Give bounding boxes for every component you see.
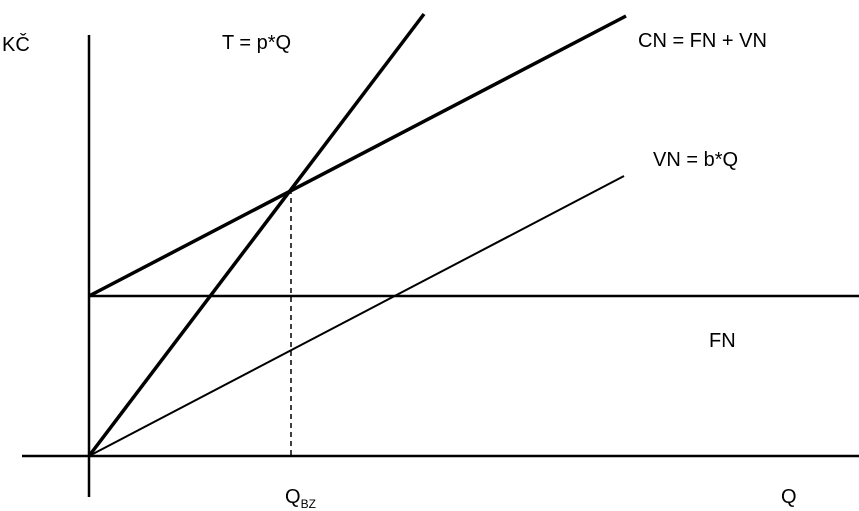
total-cost-line-label: CN = FN + VN <box>638 30 767 52</box>
x-axis-label: Q <box>781 486 797 508</box>
revenue-line <box>87 12 426 458</box>
variable-cost-line <box>88 175 625 457</box>
revenue-line-label: T = p*Q <box>222 32 292 54</box>
break-even-label-subscript: BZ <box>300 497 316 511</box>
break-even-label-main: Q <box>285 486 301 508</box>
fixed-cost-line-label: FN <box>709 330 736 352</box>
y-axis-label: KČ <box>2 34 30 56</box>
break-even-quantity-label: QBZ <box>285 486 316 510</box>
variable-cost-line-label: VN = b*Q <box>653 149 739 171</box>
total-cost-line <box>88 14 627 298</box>
